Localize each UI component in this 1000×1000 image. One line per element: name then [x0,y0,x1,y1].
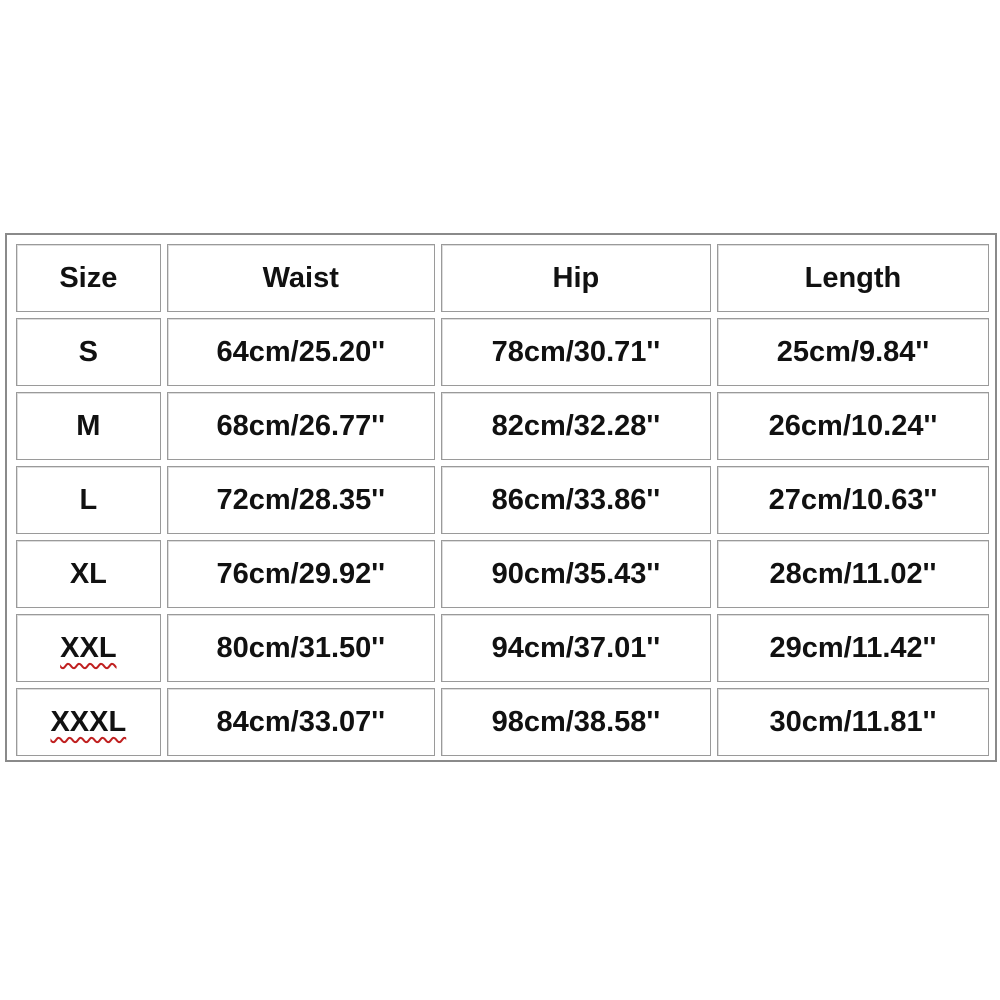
table-row: M 68cm/26.77'' 82cm/32.28'' 26cm/10.24'' [16,392,989,460]
table-cell: 78cm/30.71'' [440,318,711,386]
table-cell: 76cm/29.92'' [166,540,435,608]
table-cell: 82cm/32.28'' [440,392,711,460]
table-cell: 72cm/28.35'' [166,466,435,534]
table-cell: M [16,392,161,460]
table-cell: 29cm/11.42'' [716,614,989,682]
table-cell: 30cm/11.81'' [716,688,989,756]
table-cell: 98cm/38.58'' [440,688,711,756]
table-cell: 64cm/25.20'' [166,318,435,386]
size-chart: Size Waist Hip Length S 64cm/25.20'' 78cm/30.7… [5,233,997,762]
header-cell: Size [16,244,161,312]
table-cell: 94cm/37.01'' [440,614,711,682]
header-row: Size Waist Hip Length [16,244,989,312]
table-cell: 28cm/11.02'' [716,540,989,608]
table-cell: 86cm/33.86'' [440,466,711,534]
table-cell: 84cm/33.07'' [166,688,435,756]
header-cell: Length [716,244,989,312]
header-cell: Waist [166,244,435,312]
table-cell: XXL [16,614,161,682]
table-cell: 80cm/31.50'' [166,614,435,682]
table-cell: 68cm/26.77'' [166,392,435,460]
table-row: S 64cm/25.20'' 78cm/30.71'' 25cm/9.84'' [16,318,989,386]
table-cell: XXXL [16,688,161,756]
table-cell: 25cm/9.84'' [716,318,989,386]
table-cell: 27cm/10.63'' [716,466,989,534]
table-cell: 26cm/10.24'' [716,392,989,460]
size-label: XXL [60,631,117,664]
table-row: XL 76cm/29.92'' 90cm/35.43'' 28cm/11.02'' [16,540,989,608]
table-row: XXL 80cm/31.50'' 94cm/37.01'' 29cm/11.42'' [16,614,989,682]
table-row: XXXL 84cm/33.07'' 98cm/38.58'' 30cm/11.81'' [16,688,989,756]
size-table: Size Waist Hip Length S 64cm/25.20'' 78cm/30.7… [10,238,995,762]
table-cell: L [16,466,161,534]
size-label: XXXL [50,705,127,738]
table-cell: XL [16,540,161,608]
header-cell: Hip [440,244,711,312]
table-cell: 90cm/35.43'' [440,540,711,608]
table-cell: S [16,318,161,386]
table-row: L 72cm/28.35'' 86cm/33.86'' 27cm/10.63'' [16,466,989,534]
